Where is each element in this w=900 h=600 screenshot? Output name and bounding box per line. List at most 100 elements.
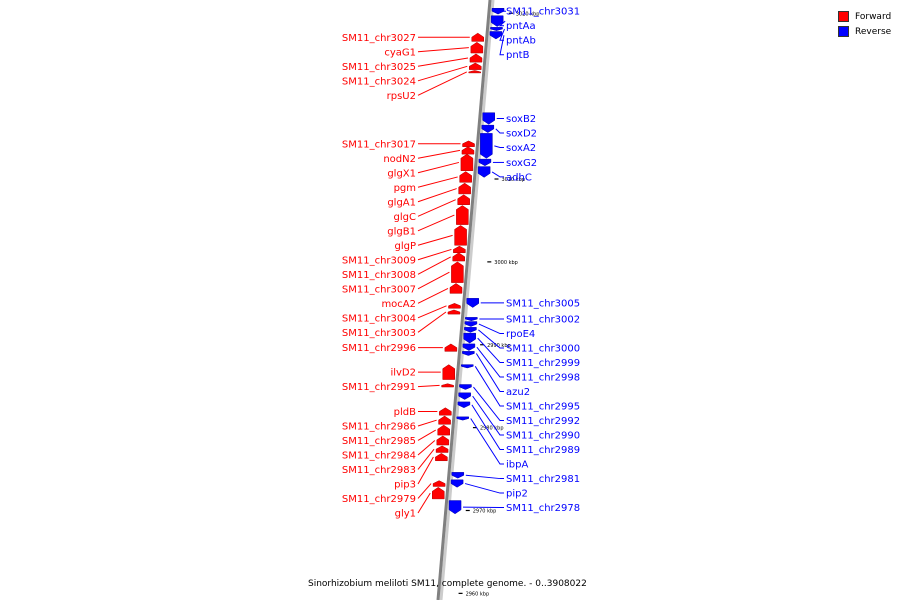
leader-line bbox=[478, 323, 504, 335]
legend-label-forward: Forward bbox=[855, 11, 892, 22]
gene-label-sm11-chr2983: SM11_chr2983 bbox=[342, 465, 416, 476]
gene-label-rpsu2: rpsU2 bbox=[387, 91, 416, 102]
gene-label-sm11-chr3002: SM11_chr3002 bbox=[506, 315, 580, 326]
gene-arrow-ilvd2 bbox=[442, 364, 456, 380]
gene-label-nodn2: nodN2 bbox=[383, 154, 416, 165]
gene-labels: SM11_chr3027 cyaG1 SM11_chr3025 SM11_chr302… bbox=[342, 7, 580, 520]
gene-label-sm11-chr2998: SM11_chr2998 bbox=[506, 373, 580, 384]
gene-arrow-glgx1 bbox=[460, 153, 474, 171]
reverse-genes bbox=[448, 8, 505, 515]
gene-label-sm11-chr3017: SM11_chr3017 bbox=[342, 139, 416, 150]
gene-arrow-sm11-chr2996 bbox=[444, 343, 458, 352]
gene-label-sm11-chr3003: SM11_chr3003 bbox=[342, 328, 416, 339]
gene-arrow-sm11-chr3017 bbox=[462, 140, 475, 147]
gene-arrow-sm11-chr2978 bbox=[448, 500, 462, 515]
gene-arrow-nodn2 bbox=[461, 146, 475, 155]
gene-label-sm11-chr2985: SM11_chr2985 bbox=[342, 436, 416, 447]
gene-arrow-gly1 bbox=[432, 486, 445, 500]
gene-label-moca2: mocA2 bbox=[381, 299, 416, 310]
gene-arrow-sm11-chr2981 bbox=[451, 472, 465, 479]
gene-arrow-pgm bbox=[459, 171, 472, 183]
gene-arrow-sm11-chr3003 bbox=[447, 309, 461, 315]
reverse-swatch bbox=[838, 26, 849, 37]
leader-line bbox=[417, 248, 452, 261]
gene-arrow-sm11-chr3000 bbox=[464, 327, 477, 333]
leader-line bbox=[417, 492, 431, 514]
gene-label-sm11-chr2979: SM11_chr2979 bbox=[342, 494, 416, 505]
gene-arrow-sm11-chr2999 bbox=[463, 332, 476, 344]
gene-label-glga1: glgA1 bbox=[387, 197, 416, 208]
gene-arrow-sm11-chr3025 bbox=[469, 53, 483, 63]
gene-arrow-sm11-chr3002 bbox=[465, 317, 478, 321]
gene-arrow-glgp bbox=[454, 225, 467, 246]
leader-line bbox=[417, 311, 447, 333]
leader-line bbox=[417, 161, 460, 174]
gene-label-sm11-chr2989: SM11_chr2989 bbox=[506, 445, 580, 456]
gene-arrow-sm11-chr2986 bbox=[438, 415, 451, 425]
gene-label-soxd2: soxD2 bbox=[506, 129, 537, 140]
leader-line bbox=[470, 418, 504, 465]
map-caption: Sinorhizobium meliloti SM11, complete ge… bbox=[308, 579, 587, 589]
leader-line bbox=[417, 305, 447, 319]
leader-line bbox=[474, 366, 504, 407]
gene-label-pntab: pntAb bbox=[506, 36, 536, 47]
leader-line bbox=[417, 429, 436, 441]
gene-label-pip3: pip3 bbox=[394, 479, 416, 490]
gene-arrow-sm11-chr2979 bbox=[432, 480, 446, 487]
gene-arrow-rpsu2 bbox=[468, 70, 482, 74]
gene-label-sm11-chr2991: SM11_chr2991 bbox=[342, 382, 416, 393]
leader-line bbox=[417, 456, 434, 485]
gene-arrow-sm11-chr2984 bbox=[436, 435, 450, 446]
gene-label-ibpa: ibpA bbox=[506, 460, 528, 471]
tick-label: 3000 kbp bbox=[494, 260, 518, 266]
gene-label-sm11-chr2999: SM11_chr2999 bbox=[506, 358, 580, 369]
gene-arrow-pip3 bbox=[435, 453, 448, 462]
gene-label-sm11-chr2990: SM11_chr2990 bbox=[506, 431, 580, 442]
leader-line bbox=[417, 149, 461, 159]
gene-label-sm11-chr2981: SM11_chr2981 bbox=[506, 474, 580, 485]
gene-arrow-azu2 bbox=[462, 351, 475, 356]
gene-label-glgp: glgP bbox=[394, 241, 416, 252]
gene-label-adhc: adhC bbox=[506, 172, 532, 183]
tick-label: 3010 kbp bbox=[501, 177, 525, 183]
leader-line bbox=[417, 440, 436, 456]
gene-arrow-sm11-chr2992 bbox=[459, 384, 472, 390]
gene-arrow-sm11-chr2989 bbox=[457, 401, 471, 409]
leader-line bbox=[417, 234, 453, 246]
gene-arrow-pldb bbox=[439, 407, 452, 416]
leader-line bbox=[471, 404, 504, 451]
leader-line bbox=[417, 47, 469, 53]
leader-line bbox=[417, 287, 449, 304]
gene-label-sm11-chr3024: SM11_chr3024 bbox=[342, 76, 416, 87]
leader-line bbox=[417, 419, 437, 427]
gene-label-sm11-chr3004: SM11_chr3004 bbox=[342, 313, 416, 324]
gene-label-pntaa: pntAa bbox=[506, 21, 536, 32]
gene-arrow-sm11-chr2985 bbox=[437, 424, 450, 436]
gene-label-sm11-chr3009: SM11_chr3009 bbox=[342, 255, 416, 266]
gene-label-soxg2: soxG2 bbox=[506, 158, 537, 169]
tick-label: 2980 kbp bbox=[480, 426, 504, 432]
leader-line bbox=[417, 384, 440, 388]
leader-line bbox=[417, 188, 457, 203]
gene-arrow-sm11-chr3004 bbox=[448, 303, 461, 309]
gene-arrow-pntab bbox=[490, 27, 503, 31]
gene-arrow-cyag1 bbox=[470, 41, 484, 54]
gene-label-sm11-chr2986: SM11_chr2986 bbox=[342, 421, 416, 432]
backbone-line bbox=[436, 0, 492, 600]
gene-arrow-sm11-chr2990 bbox=[458, 392, 471, 400]
gene-label-glgb1: glgB1 bbox=[387, 226, 416, 237]
gene-label-soxa2: soxA2 bbox=[506, 143, 536, 154]
gene-label-sm11-chr3025: SM11_chr3025 bbox=[342, 62, 416, 73]
leader-line bbox=[495, 128, 504, 134]
leader-line bbox=[477, 337, 504, 364]
gene-label-pldb: pldB bbox=[394, 407, 416, 418]
gene-label-cyag1: cyaG1 bbox=[384, 47, 416, 58]
leader-line bbox=[417, 483, 432, 499]
gene-label-sm11-chr3007: SM11_chr3007 bbox=[342, 284, 416, 295]
gene-label-sm11-chr3027: SM11_chr3027 bbox=[342, 33, 416, 44]
gene-arrow-soxa2 bbox=[480, 133, 493, 159]
gene-arrow-sm11-chr2995 bbox=[461, 364, 474, 369]
gene-label-sm11-chr3005: SM11_chr3005 bbox=[506, 298, 580, 309]
tick-label: 2990 kbp bbox=[487, 343, 511, 349]
gene-label-azu2: azu2 bbox=[506, 387, 530, 398]
